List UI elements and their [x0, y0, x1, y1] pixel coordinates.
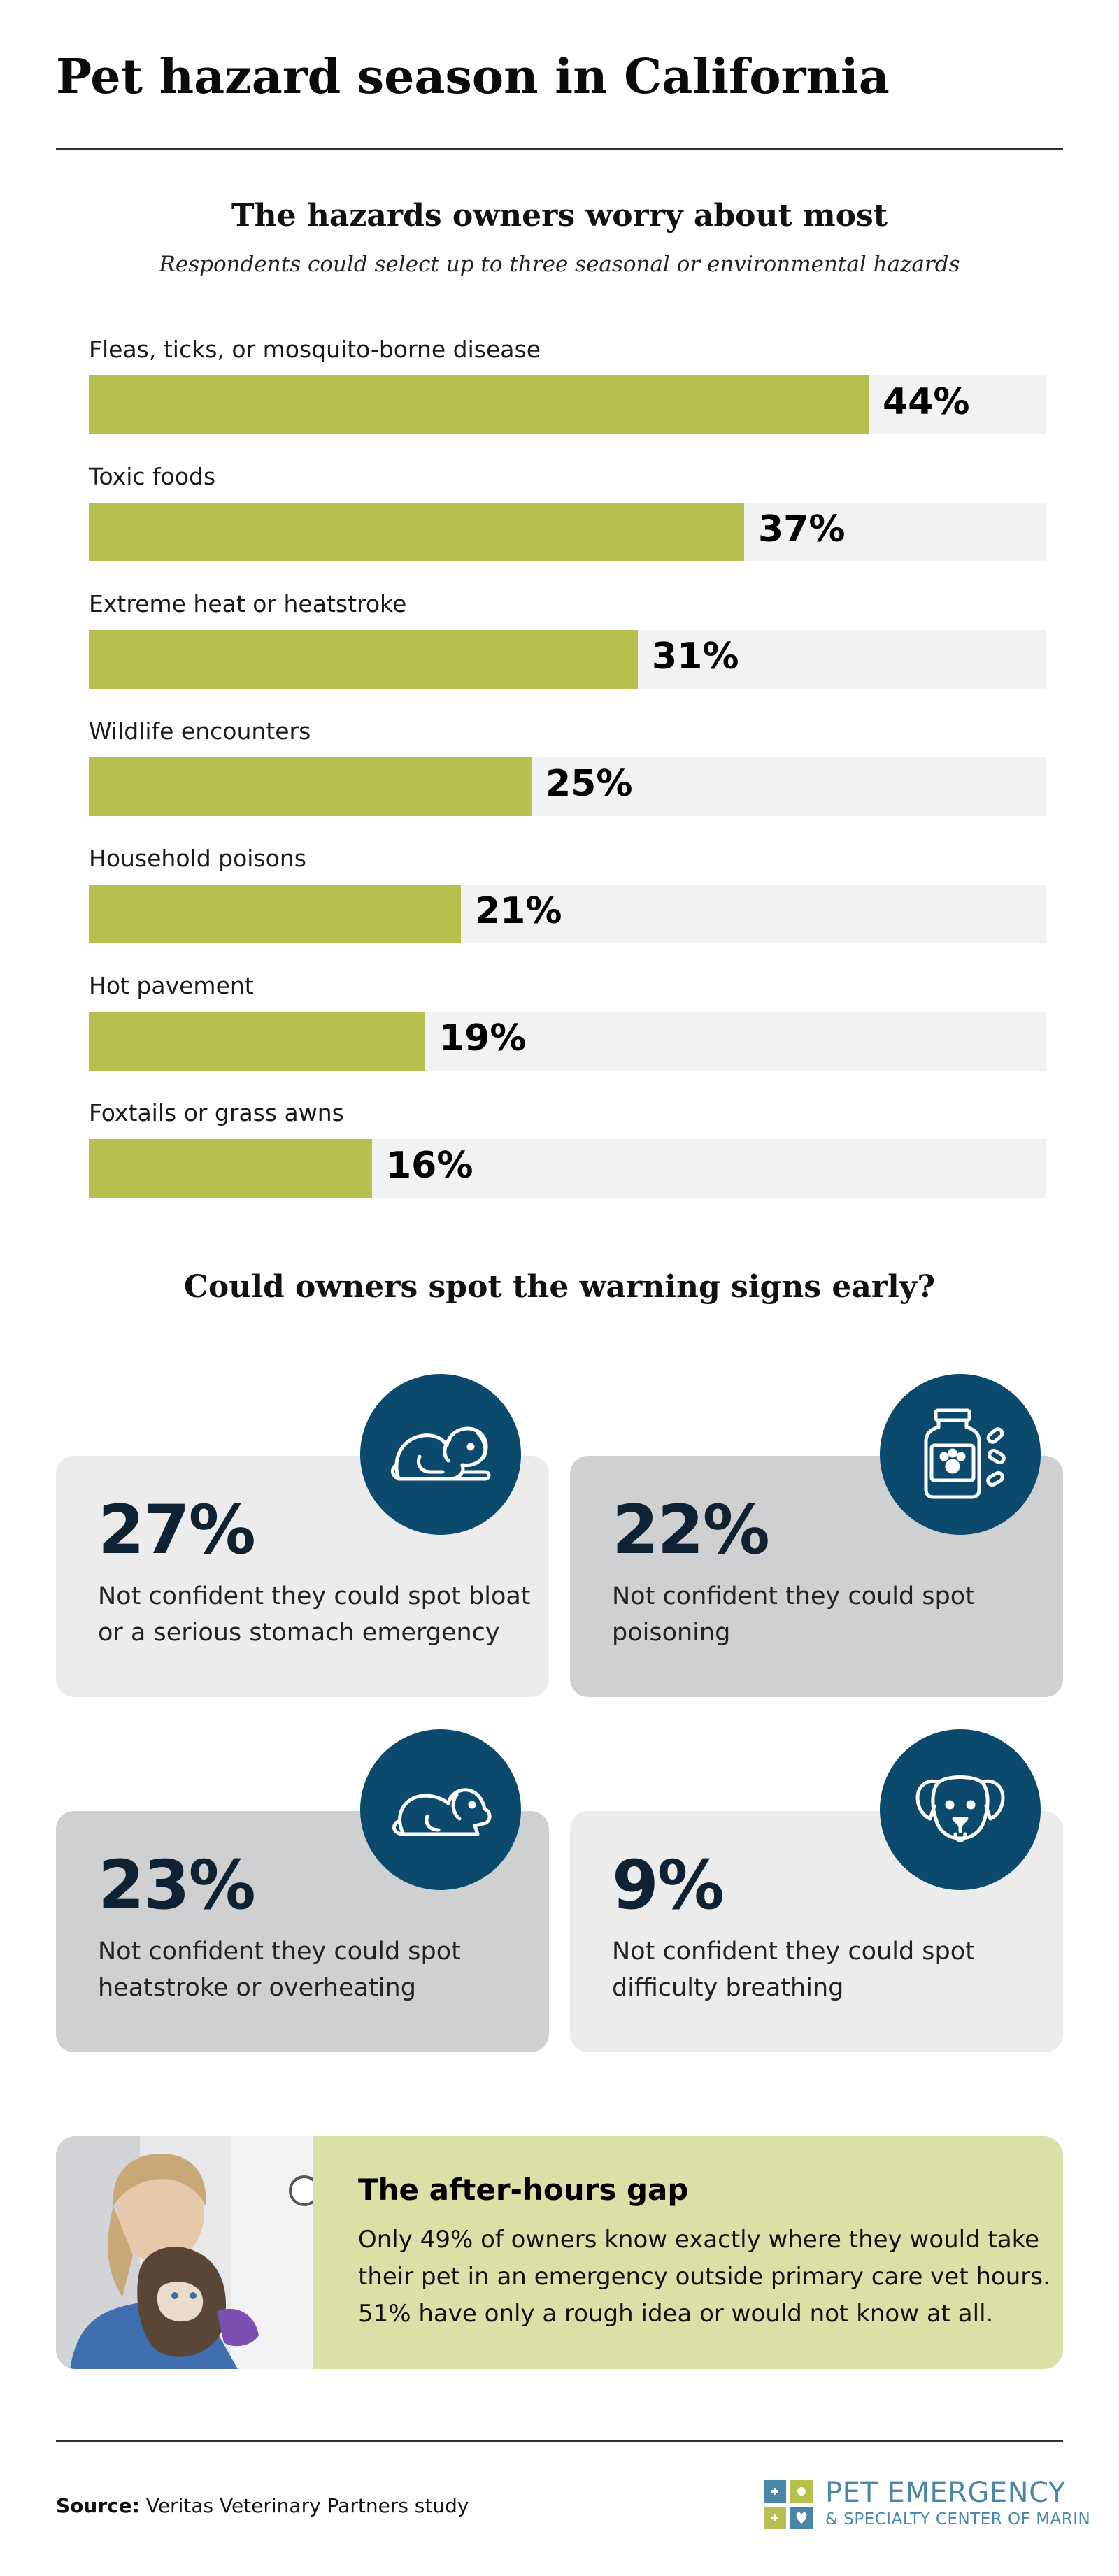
sign-card-value: 22% — [612, 1491, 770, 1569]
bar-track: 44% — [89, 375, 1046, 434]
source-note: Source: Veritas Veterinary Partners stud… — [56, 2494, 469, 2517]
bar-label: Fleas, ticks, or mosquito-borne disease — [89, 336, 541, 363]
bar-label: Hot pavement — [89, 972, 254, 999]
bar — [89, 1012, 425, 1071]
chart-title: The hazards owners worry about most — [231, 198, 888, 234]
logo-tagline: & SPECIALTY CENTER OF MARIN — [825, 2510, 1091, 2528]
bar-label: Household poisons — [89, 845, 306, 872]
bar — [89, 885, 461, 943]
bar — [89, 375, 869, 434]
bar-value-label: 25% — [546, 763, 633, 805]
footer-divider — [56, 2440, 1063, 2442]
page-title: Pet hazard season in California — [56, 49, 890, 105]
bar — [89, 1139, 372, 1198]
bar-value-label: 21% — [475, 890, 562, 932]
source-text: Veritas Veterinary Partners study — [145, 2494, 469, 2517]
bar-label: Wildlife encounters — [89, 717, 311, 745]
bar-track: 21% — [89, 885, 1046, 943]
dog-resting-icon — [360, 1729, 521, 1890]
sign-card-value: 23% — [98, 1846, 256, 1924]
gap-title: The after-hours gap — [358, 2173, 689, 2207]
logo-name: PET EMERGENCY — [825, 2477, 1066, 2509]
sign-card-text: Not confident they could spot poisoning — [612, 1582, 975, 1647]
bar — [89, 503, 744, 561]
bar-value-label: 16% — [386, 1145, 473, 1187]
bar-track: 37% — [89, 503, 1046, 561]
signs-section-title: Could owners spot the warning signs earl… — [183, 1269, 936, 1305]
bar — [89, 630, 638, 689]
dog-face-icon — [880, 1729, 1041, 1890]
sign-card-value: 9% — [612, 1846, 725, 1924]
clinic-logo-icon — [764, 2480, 813, 2529]
bar-track: 16% — [89, 1139, 1046, 1198]
bar-track: 19% — [89, 1012, 1046, 1071]
medicine-bottle-icon — [880, 1374, 1041, 1535]
chart-subtitle: Respondents could select up to three sea… — [159, 252, 960, 277]
bar-value-label: 44% — [883, 381, 970, 423]
after-hours-gap-panel: The after-hours gap Only 49% of owners k… — [56, 2136, 1063, 2369]
gap-text: Only 49% of owners know exactly where th… — [358, 2226, 1050, 2328]
header-divider — [56, 148, 1063, 150]
bar-value-label: 31% — [652, 636, 739, 678]
bar-track: 31% — [89, 630, 1046, 689]
sign-card-text: Not confident they could spot bloat or a… — [98, 1582, 531, 1647]
bar-label: Extreme heat or heatstroke — [89, 590, 407, 617]
sign-card-value: 27% — [98, 1491, 256, 1569]
vet-holding-cat-photo — [56, 2136, 313, 2369]
bar-label: Foxtails or grass awns — [89, 1099, 344, 1126]
bar — [89, 757, 532, 816]
source-label: Source: — [56, 2494, 140, 2517]
bar-track: 25% — [89, 757, 1046, 816]
bar-value-label: 19% — [439, 1017, 527, 1059]
bar-label: Toxic foods — [89, 463, 216, 490]
dog-lying-icon — [360, 1374, 521, 1535]
bar-value-label: 37% — [758, 508, 846, 550]
sign-card-text: Not confident they could spot heatstroke… — [98, 1938, 461, 2002]
sign-card-text: Not confident they could spot difficulty… — [612, 1938, 975, 2002]
